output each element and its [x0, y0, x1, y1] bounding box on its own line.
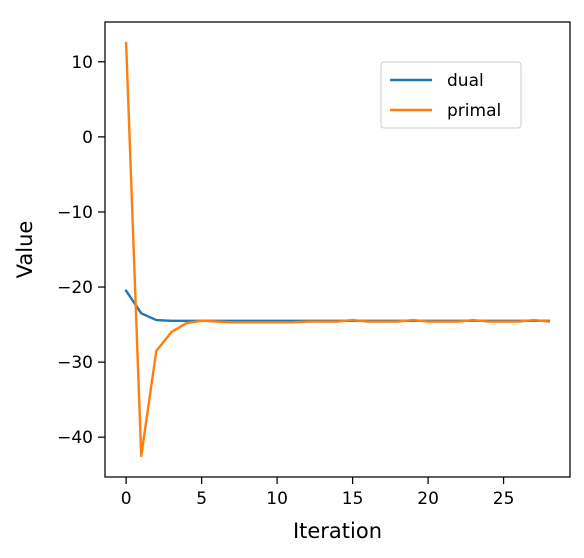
plot-frame — [104, 21, 571, 478]
x-tick-label: 5 — [196, 489, 207, 509]
legend: dual primal — [380, 61, 522, 129]
series-line-dual — [124, 289, 551, 323]
x-tick-label: 20 — [417, 489, 439, 509]
y-tick-label: −10 — [57, 203, 93, 223]
x-axis-label: Iteration — [293, 519, 382, 543]
legend-label-dual: dual — [447, 71, 484, 91]
x-tick-label: 0 — [121, 489, 132, 509]
x-axis-ticks: 0 5 10 15 20 25 — [121, 477, 515, 509]
y-tick-label: 0 — [82, 128, 93, 148]
y-tick-label: −20 — [57, 278, 93, 298]
legend-box — [380, 61, 522, 129]
x-tick-label: 15 — [342, 489, 364, 509]
y-tick-label: −40 — [57, 428, 93, 448]
series-line-primal — [124, 41, 551, 458]
y-tick-label: −30 — [57, 353, 93, 373]
x-tick-label: 25 — [493, 489, 515, 509]
y-axis-ticks: 10 0 −10 −20 −30 −40 — [57, 53, 105, 448]
y-tick-label: 10 — [71, 53, 93, 73]
series-layer — [124, 41, 551, 458]
y-axis-label: Value — [13, 221, 37, 279]
legend-label-primal: primal — [447, 101, 501, 121]
x-tick-label: 10 — [266, 489, 288, 509]
